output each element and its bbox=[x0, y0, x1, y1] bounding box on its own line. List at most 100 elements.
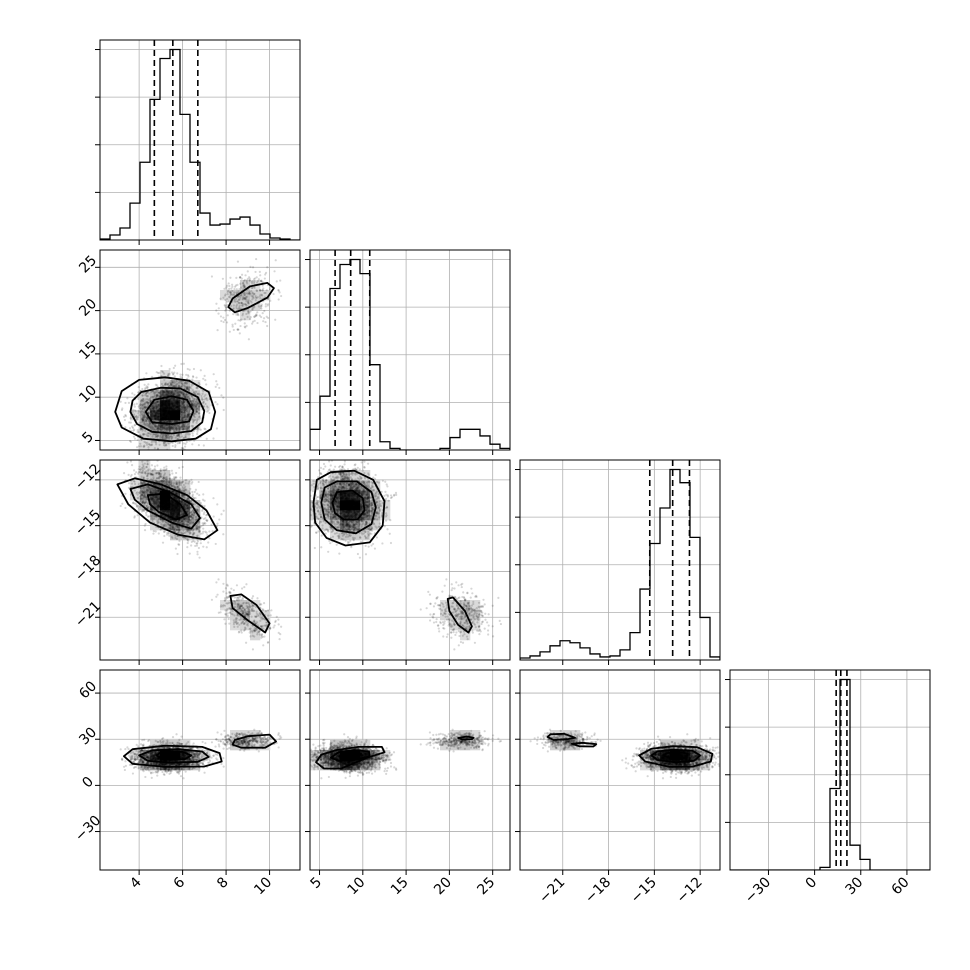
sample-point bbox=[158, 407, 161, 411]
sample-point bbox=[158, 395, 161, 398]
sample-point bbox=[176, 415, 179, 419]
sample-point bbox=[216, 522, 219, 525]
sample-point bbox=[167, 418, 170, 421]
sample-point bbox=[145, 492, 148, 495]
sample-point bbox=[157, 409, 160, 413]
sample-point bbox=[192, 404, 195, 407]
sample-point bbox=[218, 386, 221, 390]
sample-point bbox=[139, 411, 142, 414]
sample-point bbox=[176, 420, 179, 423]
sample-point bbox=[168, 409, 171, 412]
sample-point bbox=[172, 416, 175, 419]
sample-point bbox=[175, 414, 178, 417]
sample-point bbox=[188, 480, 191, 483]
panel-1-1 bbox=[305, 249, 511, 455]
sample-point bbox=[131, 408, 135, 411]
sample-point bbox=[235, 300, 239, 303]
sample-point bbox=[180, 410, 184, 413]
sample-point bbox=[167, 384, 170, 388]
sample-point bbox=[141, 418, 144, 421]
sample-point bbox=[180, 413, 183, 416]
sample-point bbox=[254, 270, 257, 274]
sample-point bbox=[164, 399, 167, 402]
sample-point bbox=[146, 416, 149, 420]
sample-point bbox=[229, 293, 232, 297]
sample-point bbox=[151, 413, 154, 416]
sample-point bbox=[176, 413, 179, 416]
sample-point bbox=[250, 301, 253, 304]
sample-point bbox=[220, 394, 223, 397]
sample-point bbox=[224, 304, 227, 308]
sample-point bbox=[155, 471, 158, 475]
sample-point bbox=[176, 416, 179, 420]
sample-point bbox=[166, 400, 169, 403]
sample-point bbox=[175, 427, 178, 430]
sample-point bbox=[149, 472, 152, 475]
sample-point bbox=[163, 415, 166, 418]
sample-point bbox=[167, 425, 170, 428]
sample-point bbox=[154, 433, 157, 436]
sample-point bbox=[154, 411, 157, 415]
sample-point bbox=[170, 507, 173, 510]
sample-point bbox=[162, 401, 165, 404]
density-cell bbox=[160, 370, 171, 381]
sample-point bbox=[249, 300, 252, 303]
sample-point bbox=[147, 424, 150, 427]
sample-point bbox=[239, 324, 242, 328]
sample-point bbox=[181, 447, 185, 450]
sample-point bbox=[179, 476, 182, 479]
sample-point bbox=[177, 433, 180, 437]
sample-point bbox=[160, 389, 164, 392]
sample-point bbox=[177, 381, 181, 384]
sample-point bbox=[150, 414, 154, 418]
sample-point bbox=[171, 402, 174, 405]
sample-point bbox=[158, 480, 161, 484]
sample-point bbox=[159, 395, 162, 398]
density-cell bbox=[180, 520, 191, 531]
sample-point bbox=[222, 316, 225, 319]
sample-point bbox=[138, 505, 141, 508]
sample-point bbox=[183, 503, 186, 506]
sample-point bbox=[159, 402, 162, 406]
sample-point bbox=[157, 433, 160, 436]
sample-point bbox=[124, 401, 127, 405]
sample-point bbox=[163, 412, 166, 415]
sample-point bbox=[165, 407, 168, 410]
sample-point bbox=[226, 293, 229, 296]
sample-point bbox=[137, 430, 140, 434]
sample-point bbox=[174, 364, 177, 367]
sample-point bbox=[184, 418, 187, 421]
sample-point bbox=[165, 418, 168, 421]
sample-point bbox=[139, 427, 143, 430]
sample-point bbox=[175, 409, 178, 413]
y-tick-label: 20 bbox=[76, 296, 100, 320]
sample-point bbox=[168, 381, 171, 384]
sample-point bbox=[170, 407, 173, 411]
sample-point bbox=[160, 364, 163, 368]
sample-point bbox=[170, 407, 173, 410]
sample-point bbox=[141, 427, 144, 431]
sample-point bbox=[249, 316, 252, 319]
sample-point bbox=[143, 433, 146, 436]
sample-point bbox=[169, 410, 172, 413]
sample-point bbox=[160, 420, 163, 423]
density-cell bbox=[140, 490, 151, 501]
sample-point bbox=[196, 550, 199, 553]
sample-point bbox=[179, 385, 182, 388]
sample-point bbox=[141, 417, 144, 420]
sample-point bbox=[165, 402, 168, 405]
sample-point bbox=[172, 408, 176, 411]
sample-point bbox=[146, 474, 149, 477]
sample-point bbox=[171, 390, 174, 393]
sample-point bbox=[245, 280, 248, 283]
sample-point bbox=[158, 409, 161, 413]
sample-point bbox=[175, 411, 178, 415]
sample-point bbox=[155, 393, 158, 396]
sample-point bbox=[162, 399, 165, 402]
sample-point bbox=[156, 409, 160, 412]
sample-point bbox=[251, 298, 254, 301]
sample-point bbox=[162, 417, 165, 420]
sample-point bbox=[168, 479, 172, 482]
sample-point bbox=[127, 473, 130, 476]
sample-point bbox=[184, 381, 187, 385]
